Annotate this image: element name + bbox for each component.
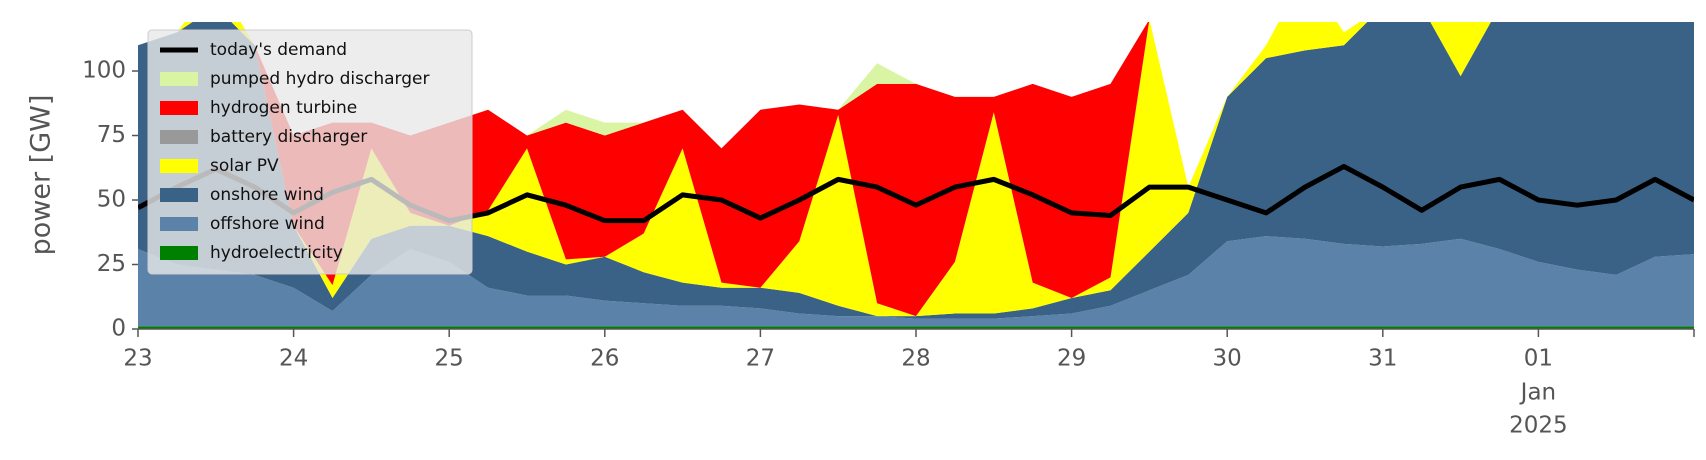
y-tick-label: 100 [82,58,126,84]
legend-label: hydroelectricity [210,243,343,263]
legend-label: hydrogen turbine [210,98,357,118]
x-tick-label: 31 [1368,346,1397,372]
y-tick-label: 75 [97,122,126,148]
x-tick-label: 27 [746,346,775,372]
legend-label: battery discharger [210,127,367,147]
y-tick-label: 0 [111,316,126,342]
legend-label: today's demand [210,40,347,60]
x-tick-label: 01 [1524,346,1553,372]
legend-swatch [160,217,198,231]
y-tick-label: 25 [97,251,126,277]
x-tick-label: 24 [279,346,308,372]
x-tick-label: 23 [123,346,152,372]
x-tick-label: 25 [435,346,464,372]
x-tick-label: 28 [901,346,930,372]
area [138,22,1694,319]
legend-label: solar PV [210,156,279,176]
legend-label: onshore wind [210,185,324,205]
x-tick-sublabel: Jan [1519,380,1556,406]
legend-swatch [160,159,198,173]
legend-swatch [160,130,198,144]
legend-swatch [160,188,198,202]
legend-swatch [160,101,198,115]
legend-box [147,29,473,275]
y-tick-label: 50 [97,187,126,213]
legend-swatch [160,246,198,260]
x-tick-label: 26 [590,346,619,372]
legend-label: offshore wind [210,214,325,234]
area [138,22,1491,317]
y-axis-label: power [GW] [26,95,57,256]
plot-area [138,22,1694,329]
x-tick-sublabel: 2025 [1509,413,1568,439]
legend-label: pumped hydro discharger [210,69,429,89]
legend-swatch [160,72,198,86]
area [138,236,1694,327]
x-tick-label: 30 [1213,346,1242,372]
x-tick-label: 29 [1057,346,1086,372]
area [138,22,1360,317]
